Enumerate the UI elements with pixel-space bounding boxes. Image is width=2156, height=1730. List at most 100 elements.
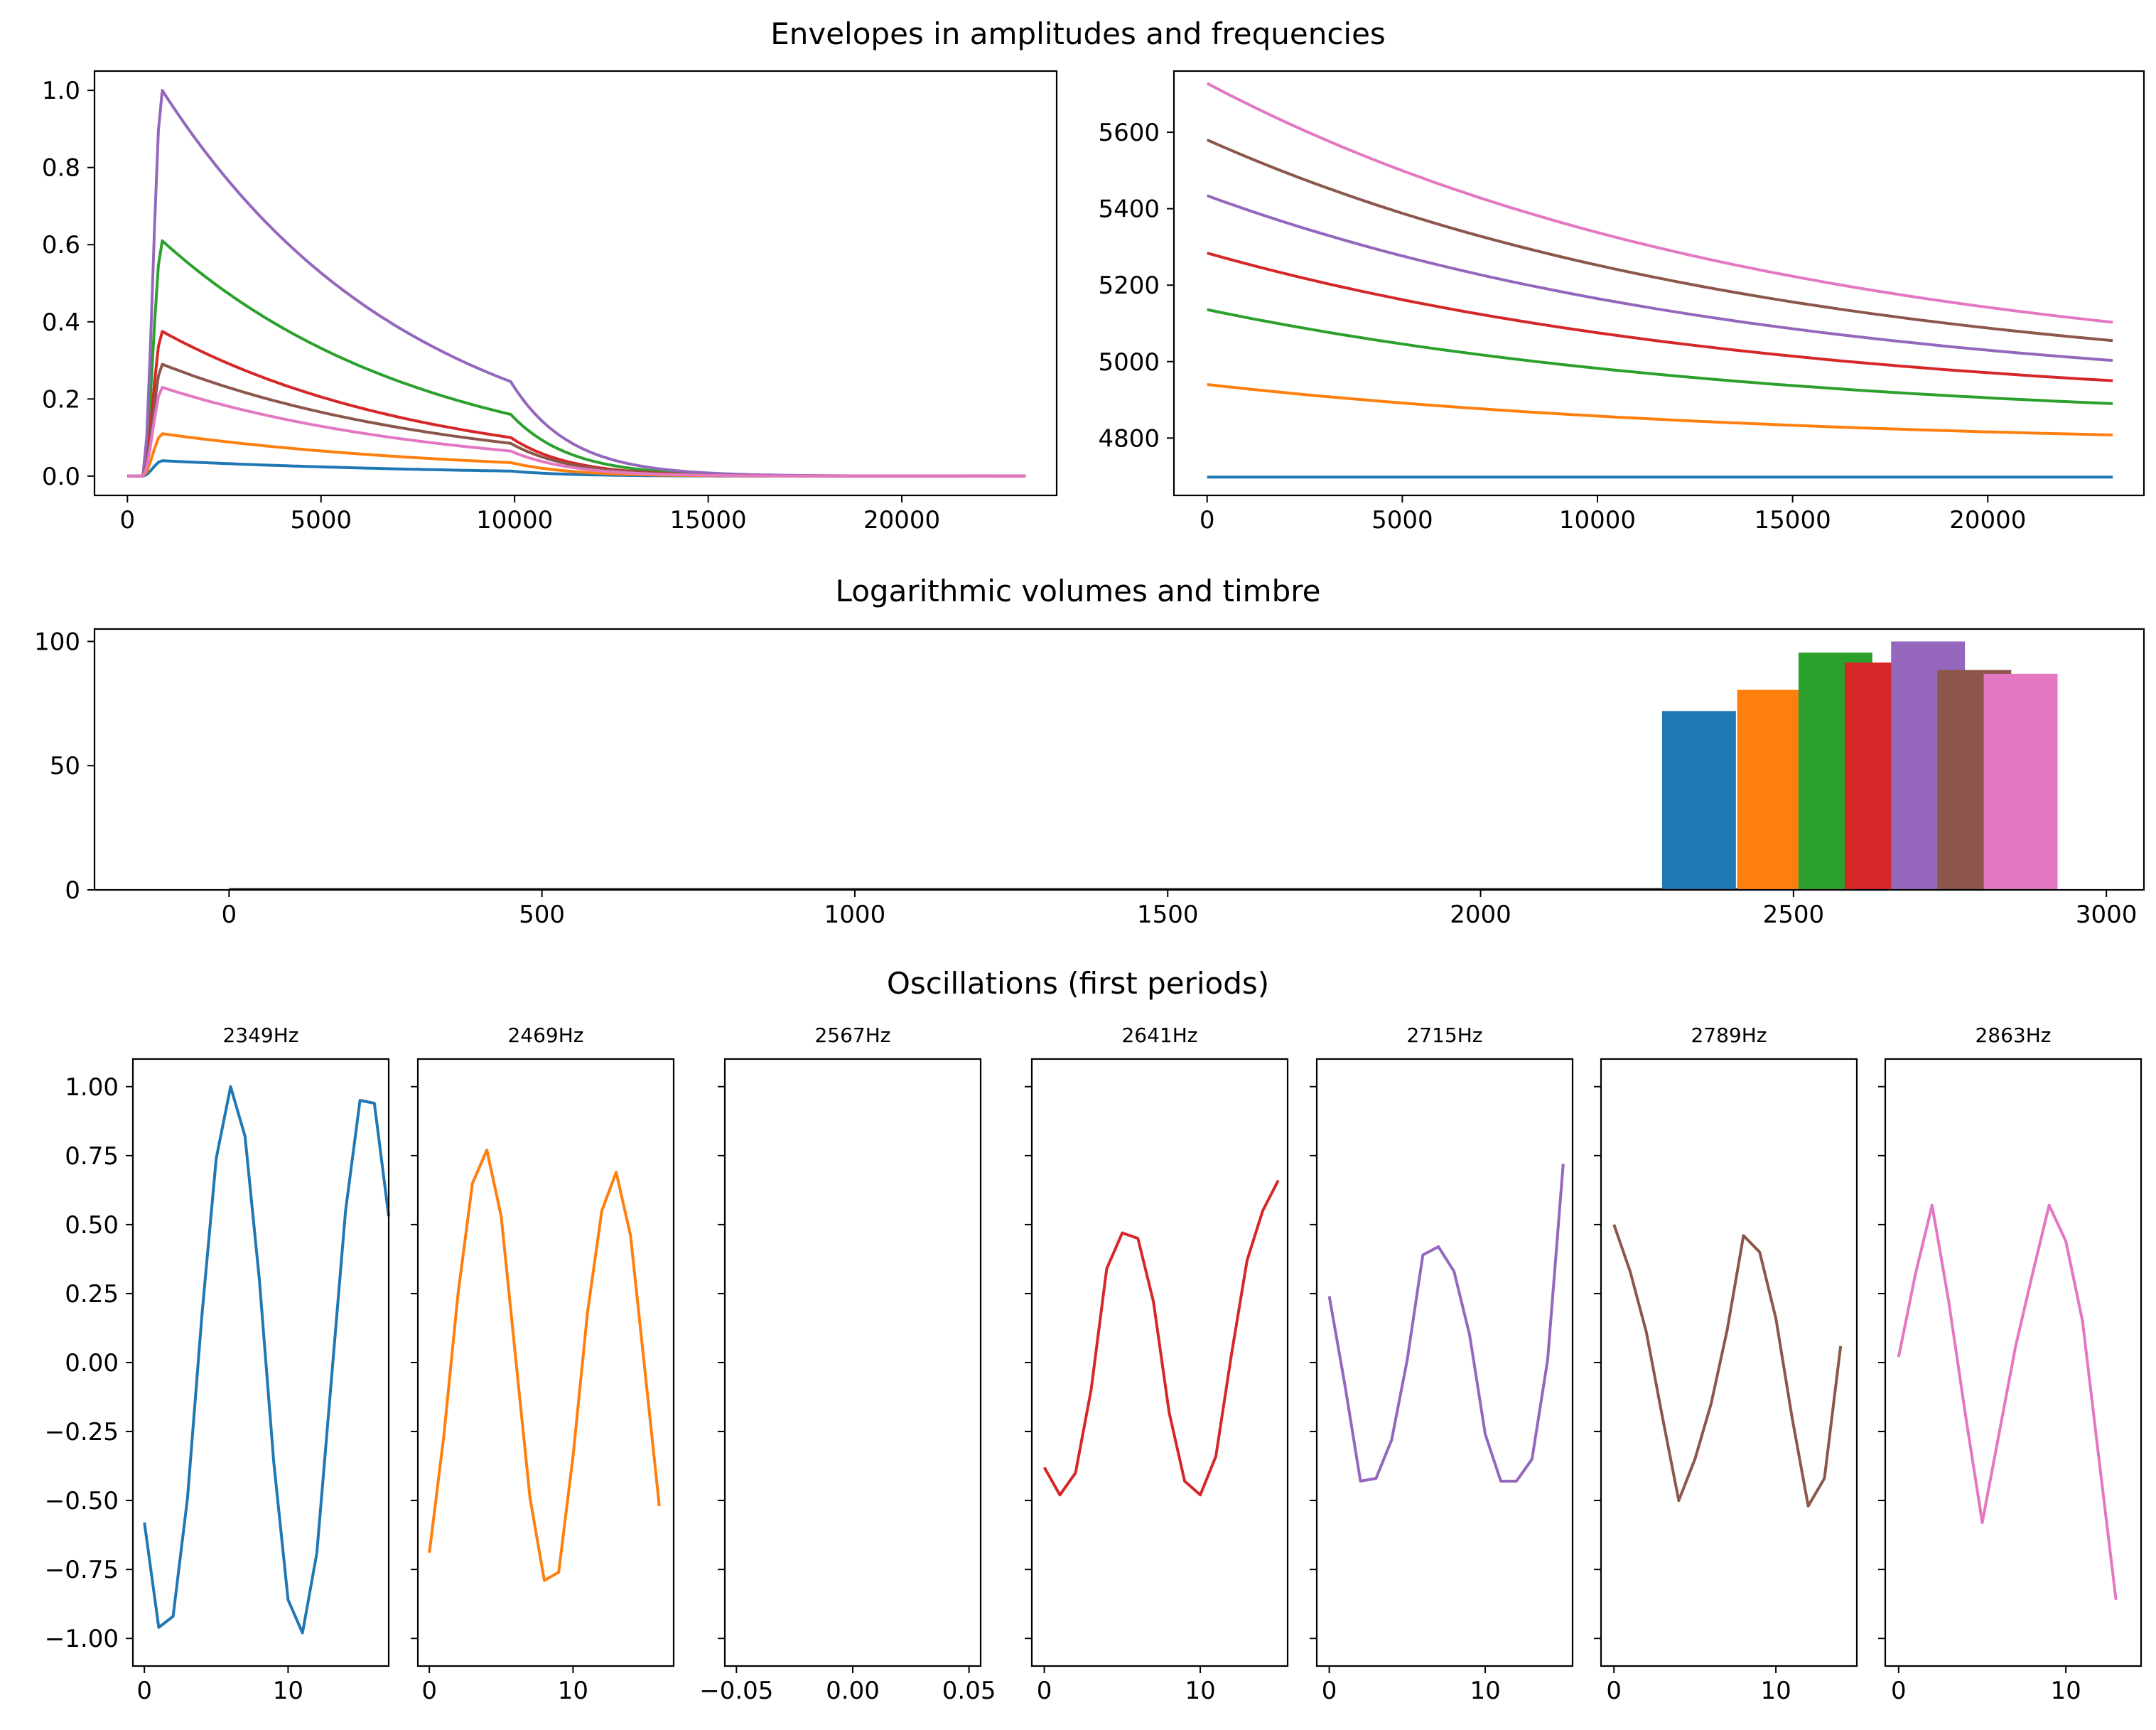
oscillation-panel: 0 10 2715Hz — [1310, 1024, 1574, 1705]
x-tick-label: 10000 — [1559, 506, 1636, 534]
axes-frame — [416, 1058, 675, 1667]
x-tick-label: 0 — [222, 901, 237, 929]
y-tick-label: 0.0 — [42, 463, 80, 491]
envelopes-section-title: Envelopes in amplitudes and frequencies — [770, 16, 1386, 51]
axes-frame — [131, 1058, 390, 1667]
x-tick-label: 5000 — [1371, 506, 1433, 534]
y-tick-label: 0.8 — [42, 154, 80, 183]
oscillation-series-line — [1897, 1203, 2118, 1601]
x-tick-label: 10 — [1470, 1677, 1500, 1705]
oscillation-series-line — [143, 1085, 390, 1635]
y-tick-label: −0.25 — [45, 1418, 119, 1446]
x-tick-label: 5000 — [290, 506, 352, 534]
y-tick-label: 0.00 — [65, 1349, 119, 1377]
frequency-series-line — [1206, 138, 2113, 343]
x-tick-label: 0 — [1037, 1677, 1052, 1705]
y-tick-label: −0.50 — [45, 1487, 119, 1515]
volume-timbre-bar-plot: 0 500 1000 1500 2000 2500 3000 0 50 100 — [34, 628, 2145, 929]
y-tick-label: 0.2 — [42, 385, 80, 414]
x-tick-label: 1500 — [1137, 901, 1199, 929]
frequency-series-line — [1206, 82, 2113, 324]
oscillation-panel: 0 10 2863Hz — [1878, 1024, 2142, 1705]
x-tick-label: 10 — [558, 1677, 588, 1705]
amplitude-series-line — [127, 239, 1026, 478]
amplitude-envelope-plot: 0 5000 10000 15000 20000 0.0 0.2 0.4 0.6 0.8 1.0 — [42, 70, 1058, 534]
y-tick-label: 0.4 — [42, 308, 80, 337]
y-tick-label: 5000 — [1098, 348, 1160, 377]
x-tick-label: 0.00 — [826, 1677, 880, 1705]
x-tick-label: 10 — [2050, 1677, 2081, 1705]
y-tick-label: 5200 — [1098, 272, 1160, 300]
axes-frame — [1315, 1058, 1574, 1667]
oscillation-panel: −0.05 0.00 0.05 2567Hz — [699, 1024, 996, 1705]
axes-frame — [93, 70, 1058, 497]
y-tick-label: 0.6 — [42, 231, 80, 259]
y-tick-label: 100 — [34, 628, 80, 656]
frequency-envelope-plot: 0 5000 10000 15000 20000 4800 5000 5200 5400 5600 — [1098, 70, 2145, 534]
oscillation-panel-title: 2469Hz — [507, 1024, 583, 1047]
oscillation-panel-title: 2863Hz — [1975, 1024, 2051, 1047]
x-tick-label: 0.05 — [942, 1677, 996, 1705]
amplitude-series-line — [127, 386, 1026, 478]
oscillations-section-title: Oscillations (first periods) — [887, 966, 1269, 1001]
oscillation-panel: 0 10 −1.00 −0.75 −0.50 −0.25 0.00 0.25 0.50 0.75 1… — [45, 1024, 390, 1705]
oscillation-panel: 0 10 2641Hz — [1025, 1024, 1289, 1705]
axes-frame — [723, 1058, 982, 1667]
y-tick-label: −1.00 — [45, 1625, 119, 1653]
x-tick-label: 0 — [421, 1677, 437, 1705]
x-tick-label: 2000 — [1450, 901, 1511, 929]
x-tick-label: −0.05 — [699, 1677, 773, 1705]
oscillation-panels: 0 10 −1.00 −0.75 −0.50 −0.25 0.00 0.25 0.50 0.75 1… — [45, 1024, 2142, 1705]
oscillation-panel: 0 10 2789Hz — [1594, 1024, 1858, 1705]
x-tick-label: 0 — [1606, 1677, 1622, 1705]
x-tick-label: 10 — [273, 1677, 303, 1705]
x-tick-label: 15000 — [1755, 506, 1831, 534]
y-tick-label: 4800 — [1098, 424, 1160, 453]
y-tick-label: 0.25 — [65, 1280, 119, 1309]
y-tick-label: −0.75 — [45, 1556, 119, 1584]
axes-frame — [93, 628, 2145, 891]
x-tick-label: 20000 — [863, 506, 940, 534]
x-tick-label: 20000 — [1949, 506, 2026, 534]
x-tick-label: 0 — [1200, 506, 1215, 534]
oscillation-series-line — [428, 1149, 661, 1582]
x-tick-label: 0 — [119, 506, 135, 534]
x-tick-label: 3000 — [2076, 901, 2138, 929]
volume-bar — [1983, 673, 2058, 890]
axes-frame — [1030, 1058, 1289, 1667]
oscillation-panel-title: 2641Hz — [1121, 1024, 1197, 1047]
frequency-series-line — [1207, 383, 2113, 436]
amplitude-series-line — [127, 89, 1026, 478]
amplitude-series-line — [127, 330, 1026, 478]
x-tick-label: 10 — [1760, 1677, 1791, 1705]
frequency-series-line — [1207, 252, 2113, 382]
x-tick-label: 0 — [136, 1677, 152, 1705]
x-tick-label: 15000 — [670, 506, 747, 534]
y-tick-label: 5600 — [1098, 119, 1160, 147]
frequency-series-line — [1207, 194, 2113, 362]
x-tick-label: 10000 — [476, 506, 553, 534]
y-tick-label: 0 — [65, 876, 80, 905]
y-tick-label: 50 — [50, 752, 80, 780]
amplitude-series-line — [127, 362, 1026, 478]
x-tick-label: 2500 — [1763, 901, 1825, 929]
oscillation-series-line — [1042, 1179, 1280, 1497]
y-tick-label: 1.0 — [42, 77, 80, 105]
y-tick-label: 0.75 — [65, 1142, 119, 1171]
axes-frame — [1173, 70, 2145, 497]
x-tick-label: 10 — [1185, 1677, 1215, 1705]
oscillation-panel-title: 2789Hz — [1691, 1024, 1767, 1047]
y-tick-label: 1.00 — [65, 1073, 119, 1102]
x-tick-label: 0 — [1322, 1677, 1337, 1705]
x-tick-label: 500 — [519, 901, 565, 929]
oscillation-panel-title: 2715Hz — [1406, 1024, 1482, 1047]
axes-frame — [1600, 1058, 1858, 1667]
frequency-series-line — [1207, 308, 2113, 405]
volumes-section-title: Logarithmic volumes and timbre — [836, 574, 1321, 608]
x-tick-label: 1000 — [824, 901, 886, 929]
y-tick-label: 0.50 — [65, 1211, 119, 1240]
oscillation-panel-title: 2567Hz — [814, 1024, 890, 1047]
volume-bar — [1661, 711, 1736, 890]
oscillation-series-line — [1327, 1164, 1565, 1483]
